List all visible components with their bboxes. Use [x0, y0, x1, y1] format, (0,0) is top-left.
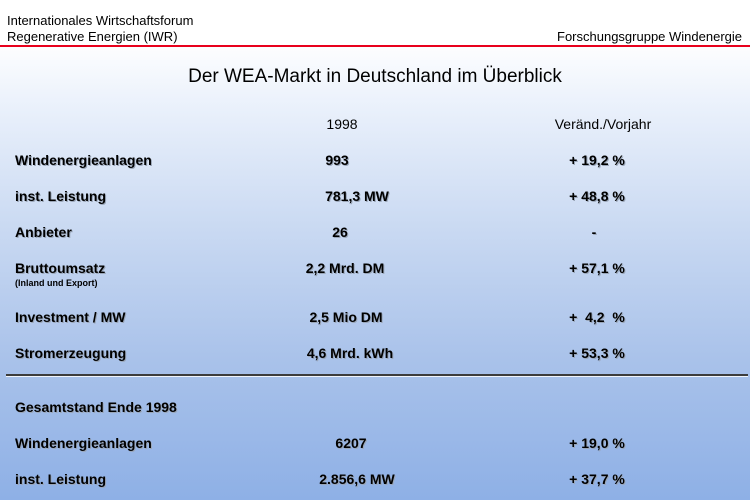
row-value-stromerzeugung: 4,6 Mrd. kWh — [306, 345, 394, 361]
row-value-inst-leistung: 781,3 MW — [325, 188, 389, 204]
row-label-bruttoumsatz: Bruttoumsatz — [15, 260, 106, 276]
row-change-stromerzeugung: + 53,3 % — [569, 345, 625, 361]
column-header-change: Veränd./Vorjahr — [554, 116, 652, 132]
column-header-year: 1998 — [326, 116, 358, 132]
total-row-change-windenergieanlagen: + 19,0 % — [569, 435, 625, 451]
total-row-value-inst-leistung: 2.856,6 MW — [319, 471, 395, 487]
section-divider — [6, 374, 748, 377]
row-label-inst-leistung: inst. Leistung — [15, 188, 106, 204]
organization-name: Internationales Wirtschaftsforum — [7, 13, 194, 28]
total-section-heading: Gesamtstand Ende 1998 — [15, 399, 177, 415]
research-group-name: Forschungsgruppe Windenergie — [557, 29, 742, 44]
row-label-windenergieanlagen: Windenergieanlagen — [15, 152, 152, 168]
row-sublabel-bruttoumsatz: (Inland und Export) — [15, 278, 98, 288]
total-row-value-windenergieanlagen: 6207 — [335, 435, 367, 451]
total-row-change-inst-leistung: + 37,7 % — [569, 471, 625, 487]
total-row-label-windenergieanlagen: Windenergieanlagen — [15, 435, 152, 451]
row-change-inst-leistung: + 48,8 % — [569, 188, 625, 204]
header-divider — [0, 45, 750, 47]
row-label-stromerzeugung: Stromerzeugung — [15, 345, 127, 361]
row-value-investment: 2,5 Mio DM — [309, 309, 383, 325]
row-value-anbieter: 26 — [332, 224, 348, 240]
row-change-windenergieanlagen: + 19,2 % — [569, 152, 625, 168]
row-change-bruttoumsatz: + 57,1 % — [569, 260, 625, 276]
row-value-bruttoumsatz: 2,2 Mrd. DM — [305, 260, 385, 276]
slide-title: Der WEA-Markt in Deutschland im Überblic… — [188, 66, 562, 87]
row-value-windenergieanlagen: 993 — [325, 152, 349, 168]
row-label-anbieter: Anbieter — [15, 224, 72, 240]
row-change-investment: + 4,2 % — [569, 309, 625, 325]
organization-subtitle: Regenerative Energien (IWR) — [7, 29, 178, 44]
slide-header: Internationales Wirtschaftsforum Regener… — [0, 0, 750, 46]
row-label-investment: Investment / MW — [15, 309, 126, 325]
total-row-label-inst-leistung: inst. Leistung — [15, 471, 106, 487]
row-change-anbieter: - — [591, 224, 597, 240]
